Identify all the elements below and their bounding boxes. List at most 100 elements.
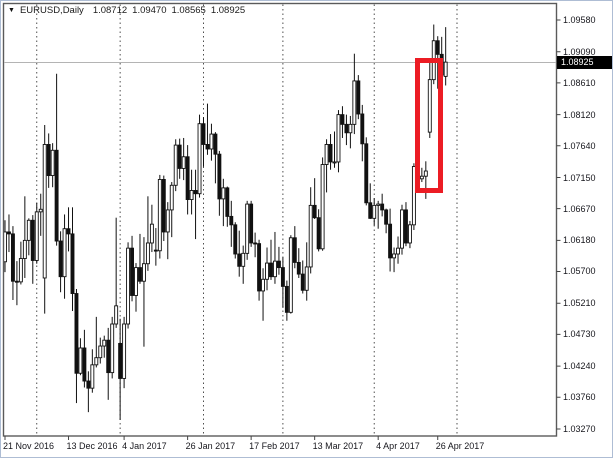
candle-body-bear	[118, 342, 123, 379]
candle-body-bear	[201, 123, 206, 145]
candle-body-bull	[126, 247, 131, 325]
price-axis-label: 1.06180	[563, 235, 596, 246]
candle-body-bear	[312, 204, 317, 219]
candle-body-bear	[58, 240, 63, 278]
candle-body-bull	[189, 190, 194, 200]
candle-body-bear	[404, 209, 408, 244]
date-axis-label: 13 Dec 2016	[66, 441, 118, 451]
candle-body-bear	[300, 273, 305, 291]
candle-body-bear	[193, 190, 198, 195]
candle-body-bull	[376, 203, 381, 206]
candle-body-bear	[328, 144, 333, 163]
candle-body-bull	[320, 164, 325, 250]
candle-body-bull	[102, 339, 107, 347]
price-axis-label: 1.08610	[563, 77, 596, 88]
candle-body-bear	[66, 228, 71, 235]
date-axis-label: 4 Jan 2017	[122, 441, 167, 451]
candle-body-bull	[165, 209, 170, 233]
candle-body-bear	[10, 233, 15, 282]
symbol-dropdown-icon[interactable]: ▼	[8, 7, 15, 14]
candle-body-bear	[388, 223, 393, 259]
candle-body-bull	[304, 266, 309, 291]
date-axis-label: 26 Jan 2017	[185, 441, 236, 451]
candle-body-bull	[98, 345, 103, 359]
candle-body-bull	[427, 79, 432, 133]
candle-body-bear	[276, 260, 281, 269]
date-axis-label: 4 Apr 2017	[376, 441, 420, 451]
price-axis-label: 1.08120	[563, 109, 596, 120]
date-axis-label: 21 Nov 2016	[3, 441, 55, 451]
price-axis-label: 1.07640	[563, 140, 596, 151]
candle-body-bull	[34, 211, 39, 261]
price-axis-label: 1.09090	[563, 46, 596, 57]
symbol-timeframe-label: EURUSD,Daily	[19, 5, 84, 16]
price-axis-label: 1.04730	[563, 329, 596, 340]
candle-body-bear	[384, 209, 389, 225]
date-axis-label: 13 Mar 2017	[312, 441, 364, 451]
candle-body-bear	[74, 293, 79, 374]
candle-body-bull	[26, 219, 31, 241]
candle-body-bear	[161, 179, 166, 233]
candle-body-bull	[169, 184, 174, 211]
price-axis[interactable]: 1.09580 1.09090 1.08610 1.08120 1.07640 1.071…	[563, 1, 612, 436]
candle-body-bull	[419, 175, 424, 180]
price-axis-label: 1.06670	[563, 203, 596, 214]
candle-body-bull	[134, 267, 138, 296]
current-price-value: 1.08925	[561, 56, 594, 67]
candle-body-bear	[360, 113, 365, 145]
candle-body-bull	[261, 278, 265, 292]
candle-body-bear	[86, 380, 91, 389]
candle-body-bear	[368, 202, 373, 219]
candle-body-bear	[205, 144, 210, 150]
candle-body-bull	[145, 242, 150, 265]
price-axis-label: 1.05210	[563, 298, 596, 309]
candle-body-bear	[30, 219, 35, 261]
candle-body-bull	[324, 144, 329, 165]
candle-body-bear	[249, 203, 254, 244]
candle-body-bull	[38, 208, 43, 213]
current-price-tag: 1.08925	[557, 55, 612, 69]
candle-body-bull	[241, 252, 246, 267]
price-axis-label: 1.03270	[563, 424, 596, 434]
candle-body-bull	[114, 305, 119, 325]
candle-body-bull	[392, 253, 397, 259]
candle-body-bull	[400, 209, 404, 249]
plot-background	[3, 3, 557, 436]
candle-body-bull	[288, 237, 293, 313]
candle-body-bull	[50, 149, 55, 177]
price-axis-label: 1.07150	[563, 172, 596, 183]
candle-body-bull	[245, 203, 250, 254]
candle-body-bear	[225, 187, 230, 217]
candle-body-bear	[280, 267, 285, 287]
candle-body-bear	[130, 247, 134, 296]
date-axis-label: 17 Feb 2017	[249, 441, 300, 451]
candle-body-bull	[157, 179, 162, 252]
candle-body-bull	[62, 228, 67, 278]
candle-body-bear	[213, 133, 218, 155]
ohlc-high-value: 1.09470	[132, 5, 167, 16]
ohlc-close-value: 1.08925	[210, 5, 246, 16]
candle-body-bear	[364, 143, 369, 204]
candle-body-bear	[233, 224, 238, 255]
candle-body-bull	[78, 347, 83, 374]
candle-body-bear	[296, 261, 301, 275]
candle-body-bull	[348, 123, 353, 134]
gap-highlight-rectangle[interactable]	[415, 58, 443, 193]
candle-body-bull	[141, 263, 146, 282]
candle-body-bull	[209, 133, 214, 150]
chart-frame	[2, 2, 558, 437]
candle-body-bull	[110, 323, 115, 374]
candle-body-bear	[106, 339, 111, 374]
candle-body-bear	[7, 231, 11, 235]
candle-body-bull	[308, 204, 313, 268]
date-axis[interactable]: 21 Nov 2016 13 Dec 2016 4 Jan 2017 26 Jan 2…	[1, 440, 612, 454]
candle-body-bull	[18, 258, 23, 283]
candle-body-bull	[336, 114, 341, 163]
candle-body-bull	[352, 80, 357, 125]
candle-body-bull	[90, 364, 95, 389]
candle-body-bear	[257, 243, 262, 292]
candle-body-bull	[423, 170, 428, 177]
candle-body-bear	[269, 262, 273, 278]
candle-body-bull	[22, 239, 27, 259]
